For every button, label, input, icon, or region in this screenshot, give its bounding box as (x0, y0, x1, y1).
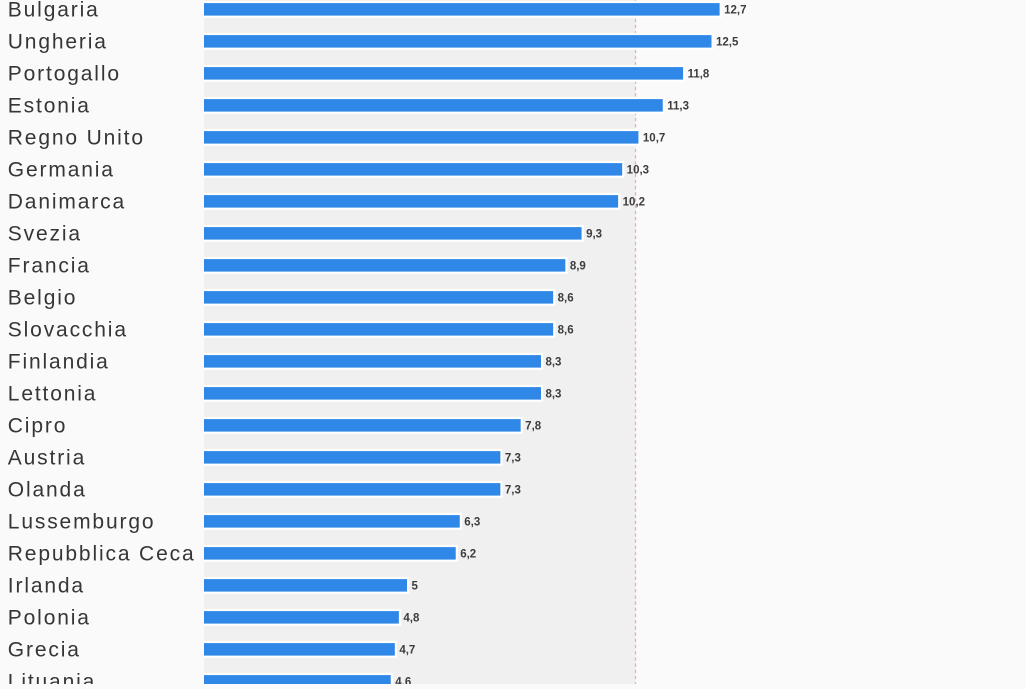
svg-text:Portogallo: Portogallo (8, 63, 121, 86)
svg-text:Lettonia: Lettonia (8, 383, 98, 406)
svg-text:Polonia: Polonia (8, 607, 91, 630)
svg-text:9,3: 9,3 (586, 229, 602, 241)
svg-text:10,3: 10,3 (627, 165, 649, 177)
svg-text:4,6: 4,6 (395, 677, 411, 684)
svg-text:7,3: 7,3 (505, 453, 521, 465)
svg-text:Lussemburgo: Lussemburgo (8, 511, 156, 534)
svg-text:8,6: 8,6 (558, 325, 574, 337)
svg-text:Estonia: Estonia (8, 95, 91, 118)
svg-text:Cipro: Cipro (8, 415, 67, 438)
svg-text:Slovacchia: Slovacchia (8, 319, 128, 342)
svg-text:7,8: 7,8 (525, 421, 542, 433)
svg-text:6,2: 6,2 (460, 549, 476, 561)
svg-text:Svezia: Svezia (8, 223, 82, 246)
svg-text:8,3: 8,3 (545, 389, 561, 401)
svg-text:12,5: 12,5 (716, 37, 739, 49)
svg-text:Lituania: Lituania (8, 671, 96, 684)
svg-text:Olanda: Olanda (8, 479, 87, 502)
svg-text:Germania: Germania (8, 159, 115, 182)
svg-text:11,3: 11,3 (667, 101, 689, 113)
svg-text:Grecia: Grecia (8, 639, 81, 662)
svg-text:12,7: 12,7 (724, 5, 746, 17)
svg-text:10,7: 10,7 (643, 133, 665, 145)
svg-text:Danimarca: Danimarca (8, 191, 126, 214)
svg-text:7,3: 7,3 (505, 485, 521, 497)
svg-text:8,9: 8,9 (570, 261, 586, 273)
svg-text:Austria: Austria (8, 447, 86, 470)
svg-text:11,8: 11,8 (688, 69, 710, 81)
svg-text:10,2: 10,2 (623, 197, 645, 209)
svg-text:4,7: 4,7 (399, 645, 415, 657)
svg-text:4,8: 4,8 (403, 613, 420, 625)
svg-text:Francia: Francia (8, 255, 91, 278)
svg-text:Irlanda: Irlanda (8, 575, 85, 598)
svg-text:Ungheria: Ungheria (8, 31, 108, 54)
svg-text:8,3: 8,3 (545, 357, 561, 369)
svg-text:Finlandia: Finlandia (8, 351, 110, 374)
svg-text:Belgio: Belgio (8, 287, 77, 310)
svg-text:5: 5 (412, 581, 419, 593)
svg-text:8,6: 8,6 (558, 293, 574, 305)
svg-text:Regno Unito: Regno Unito (8, 127, 145, 150)
svg-text:Repubblica Ceca: Repubblica Ceca (8, 543, 196, 566)
svg-text:6,3: 6,3 (464, 517, 480, 529)
svg-text:Bulgaria: Bulgaria (8, 0, 100, 22)
